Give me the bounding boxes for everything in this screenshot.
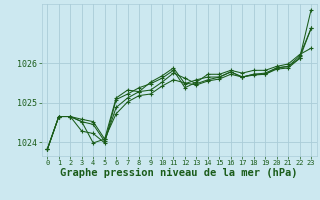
X-axis label: Graphe pression niveau de la mer (hPa): Graphe pression niveau de la mer (hPa) (60, 168, 298, 178)
